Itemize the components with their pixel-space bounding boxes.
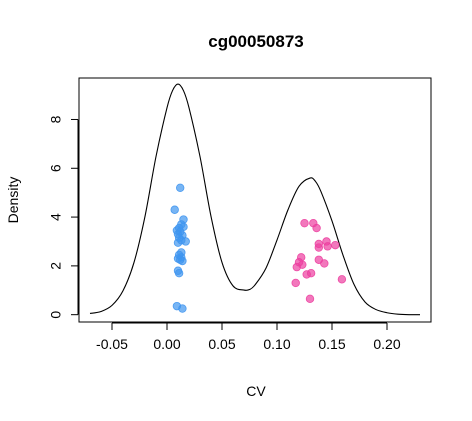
density-curve	[89, 83, 421, 316]
x-tick-label: 0.10	[263, 336, 290, 352]
pink-point	[291, 278, 300, 288]
x-tick-label: 0.00	[153, 336, 180, 352]
x-tick-label: 0.15	[318, 336, 345, 352]
pink-point	[323, 242, 332, 251]
pink-point	[314, 243, 323, 252]
x-axis-label: CV	[246, 383, 266, 399]
x-axis: -0.05 0.00 0.05 0.10 0.15 0.20	[96, 322, 401, 352]
blue-point	[170, 205, 179, 214]
x-tick-label: 0.05	[208, 336, 235, 352]
blue-point	[181, 237, 190, 246]
y-axis: 0 2 4 6 8	[48, 115, 79, 319]
y-tick-label: 0	[48, 311, 64, 319]
y-tick-label: 4	[48, 213, 64, 221]
pink-point	[337, 275, 347, 284]
blue-point	[174, 269, 184, 278]
pink-point	[305, 294, 315, 304]
plot-frame	[78, 77, 432, 323]
pink-point	[312, 223, 321, 233]
density-curve-layer	[89, 83, 421, 316]
pink-point	[331, 240, 340, 250]
pink-point	[292, 262, 301, 272]
blue-point	[173, 238, 183, 247]
x-tick-label: -0.05	[96, 336, 128, 352]
y-tick-label: 6	[48, 164, 64, 172]
pink-point	[302, 270, 311, 279]
chart-title: cg00050873	[208, 32, 303, 51]
points-layer	[170, 183, 347, 313]
pink-point	[320, 259, 329, 268]
blue-point	[175, 183, 185, 192]
x-tick-label: 0.20	[373, 336, 400, 352]
y-axis-label: Density	[5, 177, 21, 224]
pink-point	[300, 218, 309, 228]
blue-point	[178, 304, 187, 313]
y-tick-label: 8	[48, 115, 64, 123]
blue-point	[178, 256, 187, 266]
y-tick-label: 2	[48, 262, 64, 270]
